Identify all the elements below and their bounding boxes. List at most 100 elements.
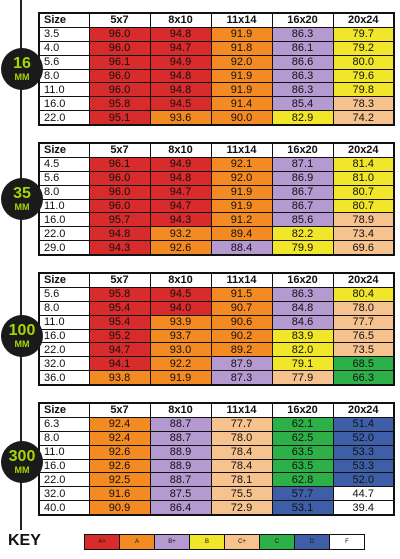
score-cell: 92.0 xyxy=(210,170,273,186)
score-cell: 95.1 xyxy=(88,110,151,126)
lens-focal-length: 16 xyxy=(13,55,31,72)
score-cell: 83.9 xyxy=(271,328,334,344)
lens-unit: MM xyxy=(14,72,30,82)
score-cell: 93.9 xyxy=(149,314,212,330)
score-cell: 95.7 xyxy=(88,212,151,228)
table-row: 6.3 92.4 88.7 77.7 62.1 51.4 xyxy=(38,416,395,432)
print-size-header: 8x10 xyxy=(149,12,212,28)
table-row: 22.0 94.8 93.2 89.4 82.2 73.4 xyxy=(38,226,395,242)
score-cell: 92.4 xyxy=(88,430,151,446)
aperture-size-cell: 22.0 xyxy=(38,226,90,242)
score-cell: 53.3 xyxy=(332,458,395,474)
key-swatch: B xyxy=(190,535,225,549)
aperture-size-cell: 32.0 xyxy=(38,486,90,502)
table-row: 22.0 92.5 88.7 78.1 62.8 52.0 xyxy=(38,472,395,488)
print-size-header: 16x20 xyxy=(271,402,334,418)
table-row: 11.0 96.0 94.8 91.9 86.3 79.8 xyxy=(38,82,395,98)
score-cell: 86.3 xyxy=(271,68,334,84)
table-row: 8.0 96.0 94.7 91.9 86.7 80.7 xyxy=(38,184,395,200)
score-cell: 87.3 xyxy=(210,370,273,386)
key-swatch: F xyxy=(330,535,364,549)
score-cell: 94.8 xyxy=(149,170,212,186)
score-cell: 86.4 xyxy=(149,500,212,516)
key-swatch: D xyxy=(295,535,330,549)
table-row: 8.0 96.0 94.8 91.9 86.3 79.6 xyxy=(38,68,395,84)
aperture-size-cell: 22.0 xyxy=(38,342,90,358)
score-cell: 96.0 xyxy=(88,82,151,98)
score-cell: 91.9 xyxy=(210,198,273,214)
aperture-size-cell: 32.0 xyxy=(38,356,90,372)
score-cell: 82.9 xyxy=(271,110,334,126)
aperture-size-cell: 36.0 xyxy=(38,370,90,386)
score-cell: 73.4 xyxy=(332,226,395,242)
print-size-header: 20x24 xyxy=(332,142,395,158)
aperture-size-cell: 40.0 xyxy=(38,500,90,516)
size-header: Size xyxy=(38,142,90,158)
aperture-size-cell: 4.5 xyxy=(38,156,90,172)
print-size-header: 20x24 xyxy=(332,272,395,288)
table-row: 16.0 95.2 93.7 90.2 83.9 76.5 xyxy=(38,328,395,344)
table-row: 4.5 96.1 94.9 92.1 87.1 81.4 xyxy=(38,156,395,172)
header-row: Size 5x7 8x10 11x14 16x20 20x24 xyxy=(38,142,395,158)
vertical-rule xyxy=(20,0,22,530)
score-cell: 92.4 xyxy=(88,416,151,432)
aperture-size-cell: 8.0 xyxy=(38,184,90,200)
score-cell: 89.4 xyxy=(210,226,273,242)
score-cell: 96.0 xyxy=(88,184,151,200)
score-cell: 53.1 xyxy=(271,500,334,516)
lens-focal-length: 100 xyxy=(8,322,36,339)
score-cell: 91.2 xyxy=(210,212,273,228)
score-cell: 68.5 xyxy=(332,356,395,372)
aperture-size-cell: 5.6 xyxy=(38,54,90,70)
score-cell: 77.9 xyxy=(271,370,334,386)
score-cell: 62.1 xyxy=(271,416,334,432)
score-cell: 92.0 xyxy=(210,54,273,70)
score-cell: 86.7 xyxy=(271,198,334,214)
score-cell: 77.7 xyxy=(210,416,273,432)
score-cell: 88.4 xyxy=(210,240,273,256)
score-cell: 92.1 xyxy=(210,156,273,172)
score-cell: 82.2 xyxy=(271,226,334,242)
score-cell: 94.7 xyxy=(149,198,212,214)
header-row: Size 5x7 8x10 11x14 16x20 20x24 xyxy=(38,402,395,418)
score-cell: 93.7 xyxy=(149,328,212,344)
score-cell: 94.1 xyxy=(88,356,151,372)
table-row: 11.0 92.6 88.9 78.4 63.5 53.3 xyxy=(38,444,395,460)
score-cell: 80.4 xyxy=(332,286,395,302)
lens-badge-300mm: 300 MM xyxy=(1,441,43,483)
score-cell: 79.6 xyxy=(332,68,395,84)
score-cell: 94.8 xyxy=(149,26,212,42)
score-cell: 88.7 xyxy=(149,430,212,446)
score-cell: 96.0 xyxy=(88,68,151,84)
table-row: 16.0 95.7 94.3 91.2 85.6 78.9 xyxy=(38,212,395,228)
table-row: 22.0 95.1 93.6 90.0 82.9 74.2 xyxy=(38,110,395,126)
score-cell: 63.5 xyxy=(271,458,334,474)
score-cell: 94.8 xyxy=(88,226,151,242)
table-row: 16.0 95.8 94.5 91.4 85.4 78.3 xyxy=(38,96,395,112)
print-size-header: 5x7 xyxy=(88,402,151,418)
score-cell: 63.5 xyxy=(271,444,334,460)
size-header: Size xyxy=(38,402,90,418)
score-cell: 86.3 xyxy=(271,26,334,42)
print-size-header: 11x14 xyxy=(210,402,273,418)
score-cell: 91.4 xyxy=(210,96,273,112)
score-cell: 92.2 xyxy=(149,356,212,372)
key-swatch: C+ xyxy=(225,535,260,549)
table-row: 22.0 94.7 93.0 89.2 82.0 73.5 xyxy=(38,342,395,358)
score-cell: 94.5 xyxy=(149,96,212,112)
score-cell: 88.7 xyxy=(149,472,212,488)
print-size-header: 8x10 xyxy=(149,402,212,418)
key-legend: A+ A B+ B C+ C D F xyxy=(84,534,365,550)
table-row: 32.0 94.1 92.2 87.9 79.1 68.5 xyxy=(38,356,395,372)
print-size-header: 20x24 xyxy=(332,402,395,418)
aperture-size-cell: 22.0 xyxy=(38,110,90,126)
score-cell: 62.8 xyxy=(271,472,334,488)
print-size-header: 16x20 xyxy=(271,12,334,28)
score-cell: 79.1 xyxy=(271,356,334,372)
table-row: 5.6 96.1 94.9 92.0 86.6 80.0 xyxy=(38,54,395,70)
key-swatch: A xyxy=(120,535,155,549)
score-cell: 96.1 xyxy=(88,54,151,70)
score-cell: 91.9 xyxy=(210,82,273,98)
score-cell: 91.5 xyxy=(210,286,273,302)
score-cell: 91.9 xyxy=(149,370,212,386)
